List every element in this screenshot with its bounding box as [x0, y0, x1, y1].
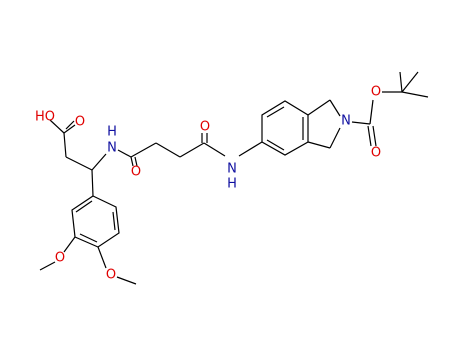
- atom-label: O: [371, 146, 381, 161]
- atom-label: HO: [35, 110, 55, 125]
- atom-label: N: [227, 162, 237, 177]
- atom-label: O: [371, 85, 381, 100]
- atom-label: N: [107, 141, 117, 156]
- atom-label: O: [55, 251, 65, 266]
- bonds: [39, 71, 429, 285]
- atom-label: H: [107, 125, 117, 140]
- atom-label: N: [341, 114, 351, 129]
- atom-label: O: [131, 165, 141, 180]
- atom-label: O: [75, 115, 85, 130]
- atom-label: O: [200, 120, 210, 135]
- atom-label: H: [227, 177, 237, 192]
- atom-label: O: [106, 268, 116, 283]
